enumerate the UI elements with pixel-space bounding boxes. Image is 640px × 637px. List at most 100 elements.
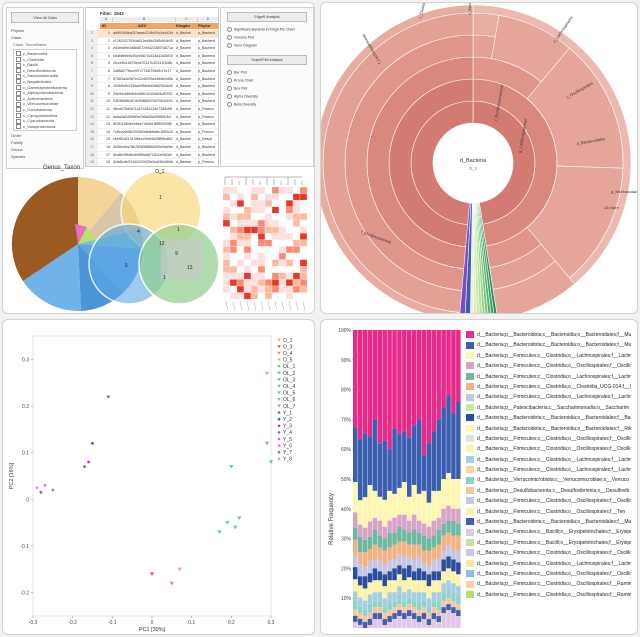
- row-number[interactable]: 11: [86, 98, 98, 105]
- bar-segment[interactable]: [407, 577, 412, 590]
- analysis-option[interactable]: Box Plot: [227, 85, 307, 92]
- bar-segment[interactable]: [367, 561, 373, 574]
- row-number[interactable]: 17: [86, 143, 98, 151]
- bar-segment[interactable]: [353, 427, 358, 483]
- bar-segment[interactable]: [387, 580, 392, 593]
- bar-segment[interactable]: [407, 556, 412, 566]
- bar-segment[interactable]: [353, 512, 358, 528]
- bar-segment[interactable]: [382, 538, 387, 551]
- cell-id[interactable]: 13: [106, 122, 110, 127]
- bar-segment[interactable]: [387, 601, 392, 611]
- bar-segment[interactable]: [402, 514, 407, 530]
- bar-segment[interactable]: [436, 330, 441, 420]
- bar-segment[interactable]: [377, 330, 383, 444]
- bar-segment[interactable]: [362, 433, 368, 498]
- bar-segment[interactable]: [382, 330, 387, 441]
- cell-id[interactable]: 15: [106, 137, 110, 142]
- bar-segment[interactable]: [353, 330, 358, 428]
- bar-segment[interactable]: [436, 622, 441, 628]
- bar-segment[interactable]: [421, 619, 427, 628]
- bar-segment[interactable]: [397, 574, 402, 587]
- bar-segment[interactable]: [382, 440, 387, 500]
- taxon-row[interactable]: c_Bacteroidia: [16, 51, 74, 57]
- taxon-row[interactable]: c_Verrucomicrobiae: [16, 101, 74, 107]
- taxon-row[interactable]: c_Campylobacteria: [16, 113, 74, 119]
- radio-icon[interactable]: [227, 70, 232, 75]
- taxon-checkbox[interactable]: [16, 118, 21, 124]
- bar-segment[interactable]: [416, 532, 422, 545]
- row-number[interactable]: 12: [86, 105, 98, 113]
- table-row[interactable]: 11 10 04f2f6656c87dc9088067b9792d2493 d_Bac…: [86, 98, 218, 106]
- bar-segment[interactable]: [456, 535, 461, 551]
- bar-segment[interactable]: [421, 455, 427, 491]
- bar-segment[interactable]: [372, 490, 378, 518]
- bar-segment[interactable]: [421, 571, 427, 581]
- bar-segment[interactable]: [367, 521, 373, 537]
- bar-segment[interactable]: [421, 580, 427, 593]
- bar-segment[interactable]: [441, 330, 446, 408]
- pca-point[interactable]: [229, 465, 234, 469]
- bar-segment[interactable]: [451, 613, 456, 628]
- taxon-checkbox[interactable]: [16, 90, 21, 96]
- cell-asv[interactable]: 96cd478d0a71c67436112de73d5cf0f: [113, 106, 173, 111]
- bar-segment[interactable]: [451, 550, 456, 560]
- table-row[interactable]: 16 15 c6bf52d21315f6ec49fd4fa29f89bdf62 d_B…: [86, 136, 218, 144]
- taxon-row[interactable]: c_Actinobacteria: [16, 96, 74, 102]
- row-number[interactable]: 14: [86, 121, 98, 128]
- bar-segment[interactable]: [416, 556, 422, 569]
- bar-segment[interactable]: [446, 520, 451, 533]
- bar-segment[interactable]: [387, 330, 392, 450]
- bar-segment[interactable]: [397, 604, 402, 611]
- bar-segment[interactable]: [451, 508, 456, 521]
- bar-segment[interactable]: [451, 592, 456, 602]
- taxon-checkbox[interactable]: [16, 112, 21, 118]
- bar-segment[interactable]: [402, 556, 407, 569]
- bar-segment[interactable]: [407, 604, 412, 611]
- bar-segment[interactable]: [377, 535, 383, 548]
- bar-segment[interactable]: [367, 594, 373, 604]
- col-letter-b[interactable]: B: [113, 17, 176, 22]
- table-row[interactable]: 17 16 9d36ed9a78b7835998f5d2b9e0dd9ec4 d_Ba…: [86, 143, 218, 152]
- header-phylum[interactable]: Phylur: [198, 23, 211, 28]
- taxon-row[interactable]: c_Negativicutes: [16, 79, 74, 85]
- pca-point[interactable]: [43, 483, 47, 487]
- cell-id[interactable]: 17: [106, 152, 110, 157]
- table-row[interactable]: 15 14 7c8cc00b5b225350d6db6d6c1f5f0c22 d_Ba…: [86, 128, 218, 137]
- bar-segment[interactable]: [387, 610, 392, 617]
- bar-segment[interactable]: [431, 431, 437, 491]
- bar-segment[interactable]: [411, 619, 417, 628]
- bar-segment[interactable]: [446, 589, 451, 599]
- bar-segment[interactable]: [392, 544, 397, 560]
- cell-phylum[interactable]: p_Bacteroi: [198, 38, 216, 43]
- bar-segment[interactable]: [367, 485, 373, 522]
- bar-segment[interactable]: [416, 544, 422, 557]
- bar-segment[interactable]: [416, 601, 422, 611]
- bar-segment[interactable]: [446, 604, 451, 611]
- bar-segment[interactable]: [387, 616, 392, 623]
- bar-segment[interactable]: [353, 621, 358, 628]
- bar-segment[interactable]: [402, 529, 407, 542]
- bar-segment[interactable]: [353, 482, 358, 513]
- bar-segment[interactable]: [402, 330, 407, 432]
- bar-segment[interactable]: [392, 330, 397, 429]
- bar-segment[interactable]: [441, 583, 446, 593]
- bar-segment[interactable]: [362, 609, 368, 616]
- bar-segment[interactable]: [377, 619, 383, 628]
- bar-segment[interactable]: [426, 565, 432, 575]
- bar-segment[interactable]: [446, 568, 451, 581]
- bar-segment[interactable]: [372, 580, 378, 593]
- bar-segment[interactable]: [436, 601, 441, 611]
- cell-id[interactable]: 1: [108, 31, 110, 35]
- bar-segment[interactable]: [426, 607, 432, 614]
- cell-asv[interactable]: 153b0e5c226aa095b0e69d8292c6d93: [113, 84, 173, 89]
- bar-segment[interactable]: [387, 571, 392, 581]
- bar-segment[interactable]: [407, 589, 412, 599]
- row-number[interactable]: 7: [86, 67, 98, 75]
- bar-segment[interactable]: [451, 479, 456, 509]
- bar-segment[interactable]: [353, 539, 358, 556]
- bar-segment[interactable]: [357, 551, 363, 565]
- bar-segment[interactable]: [411, 580, 417, 593]
- bar-segment[interactable]: [362, 527, 368, 540]
- row-number[interactable]: 9: [86, 83, 98, 90]
- pca-point[interactable]: [217, 530, 222, 534]
